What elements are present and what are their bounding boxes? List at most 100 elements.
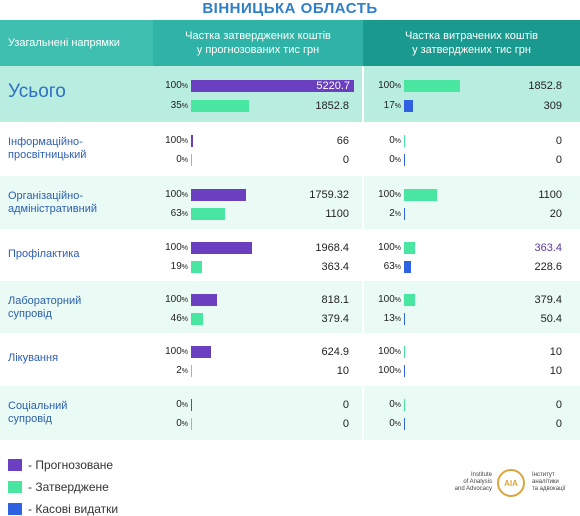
spent-value: 10 [549,365,562,377]
approved-bar-right [404,399,405,411]
left-top-pct-value: 0 [176,399,182,410]
right-top-pct-value: 100 [378,346,395,357]
approved-value-right: 0 [555,399,562,411]
left-top-pct-value: 100 [165,135,182,146]
right-bottom-pct: 13% [375,313,401,324]
right-top-pct-value: 100 [378,80,395,91]
approved-value-right: 379.4 [534,294,562,306]
approved-value-right: 0 [555,135,562,147]
row-separator [362,176,364,229]
right-top-pct: 100% [375,346,401,357]
spent-bar [404,100,414,112]
left-bottom-pct: 0% [162,154,188,165]
row-label: Соціальний супровід [8,400,68,425]
approved-bar-right [404,135,405,147]
left-top-pct: 100% [162,242,188,253]
logo-mark-text: AIA [504,479,518,488]
left-bottom-pct: 46% [162,313,188,324]
right-bottom-pct: 2% [375,208,401,219]
forecast-bar [191,80,354,92]
right-top-pct-value: 100 [378,294,395,305]
forecast-value: 66 [336,135,349,147]
approved-bar [191,261,203,273]
left-bottom-pct-sign: % [181,103,188,110]
forecast-bar [191,135,194,147]
chart-row: Профілактика 100% 1968.4 19% 363.4 100% 363.4 6… [0,229,580,281]
left-bottom-pct: 35% [162,100,188,111]
legend-swatch [8,503,22,515]
row-separator [362,386,364,440]
row-separator [362,333,364,386]
left-bottom-pct-sign: % [181,316,188,323]
forecast-value: 1759.32 [309,189,349,201]
legend-swatch [8,459,22,471]
left-top-pct: 100% [162,135,188,146]
right-top-pct: 100% [375,242,401,253]
left-top-pct: 100% [162,294,188,305]
right-bottom-pct: 0% [375,154,401,165]
right-top-pct-sign: % [394,83,401,90]
left-top-pct-sign: % [181,83,188,90]
chart-row: Організаційно- адміністративний 100% 1759.… [0,176,580,229]
header-col2-line1: Частка затверджених коштів [185,30,331,42]
legend-swatch [8,481,22,493]
spent-value: 0 [555,154,562,166]
left-bottom-pct-sign: % [181,211,188,218]
logo-right-line: Інститут [532,472,555,478]
right-top-pct-value: 0 [389,399,395,410]
spent-bar [404,208,405,220]
approved-value: 10 [336,365,349,377]
spent-value: 20 [549,208,562,220]
header-approved-share: Частка затверджених коштів у прогнозовани… [153,20,363,66]
forecast-bar-value: 5220.7 [316,80,350,92]
row-label: Лабораторний супровід [8,295,82,320]
right-bottom-pct-value: 17 [383,100,395,111]
left-bottom-pct-value: 63 [170,208,182,219]
left-bottom-pct-sign: % [181,264,188,271]
logo-left-line: and Advocacy [454,486,492,492]
approved-value-right: 1852.8 [528,80,562,92]
approved-value: 0 [342,418,349,430]
right-top-pct-sign: % [394,245,401,252]
right-top-pct: 100% [375,189,401,200]
header-spent-share: Частка витрачених коштів у затверджених т… [363,20,580,66]
row-separator [362,122,364,176]
row-label: Усього [8,81,66,102]
left-top-pct-value: 100 [165,189,182,200]
approved-bar [191,100,249,112]
row-background [0,122,580,176]
row-background [0,66,580,122]
right-bottom-pct-value: 13 [383,313,395,324]
logo-left-line: of Analysis [463,479,492,485]
header-col3-line2: у затверджених тис грн [412,44,531,56]
chart-row: Лабораторний супровід 100% 818.1 46% 379.4 10… [0,281,580,333]
forecast-value: 1968.4 [315,242,349,254]
spent-bar [404,365,405,377]
right-top-pct-value: 100 [378,242,395,253]
approved-bar-right [404,80,460,92]
right-bottom-pct-sign: % [394,264,401,271]
left-bottom-pct-value: 0 [176,154,182,165]
chart-row: Соціальний супровід 0% 0 0% 0 0% 0 0% 0 [0,386,580,440]
left-bottom-pct: 19% [162,261,188,272]
right-bottom-pct-value: 0 [389,418,395,429]
institute-logo: Institute of Analysis and Advocacy AIA Інс… [452,466,576,502]
approved-bar-right [404,346,405,358]
spent-bar [404,261,411,273]
approved-bar [191,154,192,166]
logo-left-text: Institute of Analysis and Advocacy [452,472,492,493]
header-col2-line2: у прогнозованих тис грн [196,44,320,56]
legend-item: - Касові видатки [8,502,118,516]
left-bottom-pct: 2% [162,365,188,376]
approved-value-right: 10 [549,346,562,358]
approved-bar [191,365,192,377]
approved-value-right: 363.4 [534,242,562,254]
forecast-bar [191,399,192,411]
logo-right-text: Інститут аналітики та адвокації [532,472,576,493]
spent-bar [404,154,405,166]
left-bottom-pct-value: 0 [176,418,182,429]
left-top-pct-sign: % [181,245,188,252]
chart-row: Усього 100% 5220.7 35% 1852.8 100% 1852.8 17% 30… [0,66,580,122]
row-background [0,333,580,386]
forecast-value: 818.1 [321,294,349,306]
